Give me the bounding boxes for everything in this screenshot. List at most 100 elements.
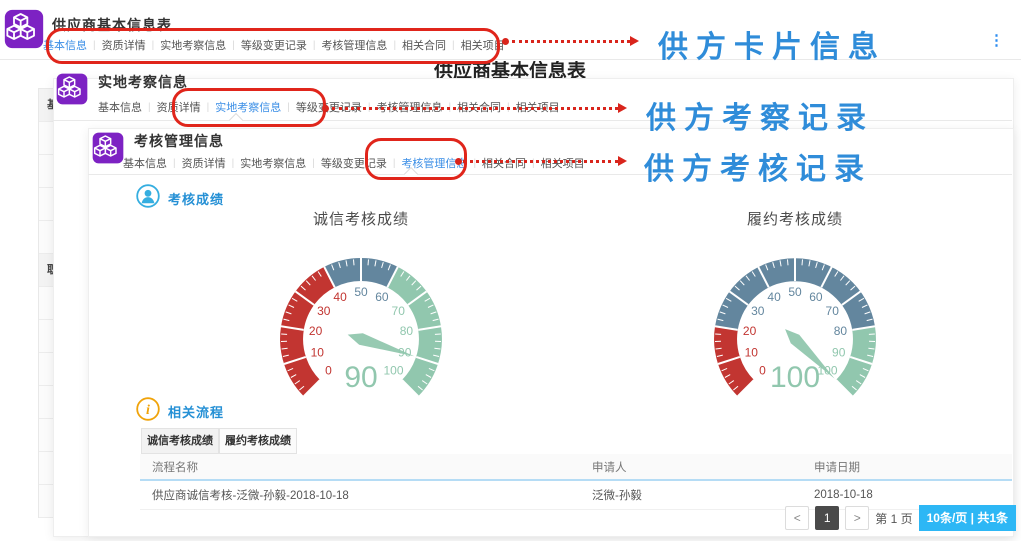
svg-text:30: 30 xyxy=(751,304,765,318)
page-heading: 供应商基本信息表 xyxy=(433,61,586,78)
svg-text:0: 0 xyxy=(325,364,332,378)
info-icon: i xyxy=(136,397,160,421)
performance-score-gauge: 0102030405060708090100100 xyxy=(714,258,876,398)
svg-text:60: 60 xyxy=(809,290,823,304)
tab-相关项目[interactable]: 相关项目 xyxy=(540,158,585,170)
tab-考核管理信息[interactable]: 考核管理信息 xyxy=(321,40,388,52)
tab-separator: | xyxy=(287,101,290,113)
tab-separator: | xyxy=(473,157,477,169)
svg-text:100: 100 xyxy=(383,364,403,378)
svg-text:10: 10 xyxy=(311,345,325,359)
tab-separator: | xyxy=(392,157,396,169)
annotation-label-inspection-record: 供方考察记录 xyxy=(646,102,874,135)
svg-text:70: 70 xyxy=(392,304,406,318)
annotation-arrowhead xyxy=(630,36,639,46)
tab-考核管理信息[interactable]: 考核管理信息 xyxy=(401,158,468,170)
next-page-button[interactable]: > xyxy=(845,506,870,530)
tab-separator: | xyxy=(173,157,176,169)
tab-separator: | xyxy=(148,101,151,113)
annotation-dotted-line xyxy=(512,40,630,43)
gauge-panel-integrity: 诚信考核成绩 010203040506070809010090 xyxy=(141,208,581,412)
window3-tabbar: 基本信息 | 资质详情 | 实地考察信息 | 等级变更记录 | 考核管理信息 | 相关合同 | 相关项目 xyxy=(123,155,585,171)
svg-text:90: 90 xyxy=(832,345,846,359)
person-icon xyxy=(136,184,160,208)
annotation-label-card-info: 供方卡片信息 xyxy=(658,31,886,64)
annotation-dotted-line xyxy=(463,160,618,163)
column-header: 申请日期 xyxy=(802,454,1012,481)
current-page-button[interactable]: 1 xyxy=(815,506,840,530)
column-header: 申请人 xyxy=(580,454,802,481)
page-size-badge: 10条/页 | 共1条 xyxy=(918,505,1016,531)
more-menu-icon[interactable]: ⋮ xyxy=(989,32,1004,49)
annotation-dot xyxy=(502,38,509,45)
svg-text:80: 80 xyxy=(834,324,848,338)
app-logo-icon xyxy=(4,9,44,49)
tab-separator: | xyxy=(231,157,235,169)
annotation-dot xyxy=(322,105,329,112)
svg-text:40: 40 xyxy=(333,290,347,304)
prev-page-button[interactable]: < xyxy=(785,506,810,530)
tab-separator: | xyxy=(232,39,235,51)
svg-text:30: 30 xyxy=(317,304,331,318)
divider xyxy=(53,120,1012,121)
tab-separator: | xyxy=(151,39,155,51)
section-title-scores: 考核成绩 xyxy=(168,192,225,207)
gauge-panel-performance: 履约考核成绩 0102030405060708090100100 xyxy=(575,208,1015,412)
table-header-row: 流程名称 申请人 申请日期 xyxy=(140,454,1012,481)
tab-separator: | xyxy=(312,39,316,51)
svg-text:90: 90 xyxy=(344,361,377,394)
svg-text:80: 80 xyxy=(400,324,414,338)
tab-资质详情[interactable]: 资质详情 xyxy=(181,158,226,170)
annotation-oval-assessment-tab xyxy=(365,138,467,180)
annotation-dotted-line xyxy=(332,107,618,110)
svg-text:60: 60 xyxy=(375,290,389,304)
svg-text:20: 20 xyxy=(743,324,757,338)
flow-tab-诚信考核成绩[interactable]: 诚信考核成绩 xyxy=(141,428,219,454)
svg-text:20: 20 xyxy=(309,324,323,338)
svg-text:i: i xyxy=(146,403,150,418)
tab-相关合同[interactable]: 相关合同 xyxy=(402,40,447,52)
svg-text:0: 0 xyxy=(759,364,766,378)
table-row[interactable]: 供应商诚信考核-泛微-孙毅-2018-10-18 泛微-孙毅 2018-10-18 xyxy=(140,480,1012,510)
section-title-flows: 相关流程 xyxy=(168,405,225,420)
window2-title: 实地考察信息 xyxy=(98,74,188,90)
app-logo-icon xyxy=(56,73,88,105)
flow-table: 流程名称 申请人 申请日期 供应商诚信考核-泛微-孙毅-2018-10-18 泛微-孙… xyxy=(140,454,1012,510)
tab-separator: | xyxy=(312,157,315,169)
pagination: < 1 > 第 1 页 10条/页 | 共1条 xyxy=(785,505,1016,531)
annotation-label-assessment-record: 供方考核记录 xyxy=(644,153,872,186)
tab-资质详情[interactable]: 资质详情 xyxy=(156,102,201,114)
annotation-dot xyxy=(455,158,462,165)
table-cell: 2018-10-18 xyxy=(802,480,1012,510)
flow-tab-履约考核成绩[interactable]: 履约考核成绩 xyxy=(219,428,297,454)
table-cell: 泛微-孙毅 xyxy=(580,480,802,510)
svg-text:10: 10 xyxy=(745,345,759,359)
tab-separator: | xyxy=(206,101,210,113)
tab-separator: | xyxy=(93,39,96,51)
tab-基本信息[interactable]: 基本信息 xyxy=(123,158,167,170)
gauge-title: 履约考核成绩 xyxy=(746,211,843,228)
annotation-oval-card-tabs xyxy=(46,28,500,64)
annotation-oval-inspection-tab xyxy=(172,88,326,127)
svg-text:100: 100 xyxy=(770,361,820,394)
tab-资质详情[interactable]: 资质详情 xyxy=(101,40,146,52)
flow-tabs: 诚信考核成绩 履约考核成绩 xyxy=(141,428,297,454)
svg-text:50: 50 xyxy=(354,285,368,299)
tab-实地考察信息[interactable]: 实地考察信息 xyxy=(160,40,227,52)
gauge-title: 诚信考核成绩 xyxy=(312,211,409,228)
tab-基本信息[interactable]: 基本信息 xyxy=(98,102,142,114)
svg-text:40: 40 xyxy=(767,290,781,304)
svg-text:70: 70 xyxy=(826,304,840,318)
tab-实地考察信息[interactable]: 实地考察信息 xyxy=(215,102,282,114)
window3-title: 考核管理信息 xyxy=(134,133,224,149)
tab-实地考察信息[interactable]: 实地考察信息 xyxy=(240,158,307,170)
window1-tabbar: 基本信息 | 资质详情 | 实地考察信息 | 等级变更记录 | 考核管理信息 | 相关合同 | 相关项目 xyxy=(43,37,505,53)
annotation-arrowhead xyxy=(618,103,627,113)
tab-相关合同[interactable]: 相关合同 xyxy=(482,158,527,170)
column-header: 流程名称 xyxy=(140,454,580,481)
page-indicator: 第 1 页 xyxy=(875,511,913,526)
tab-separator: | xyxy=(452,39,455,51)
tab-等级变更记录[interactable]: 等级变更记录 xyxy=(240,40,307,52)
table-cell: 供应商诚信考核-泛微-孙毅-2018-10-18 xyxy=(140,480,580,510)
